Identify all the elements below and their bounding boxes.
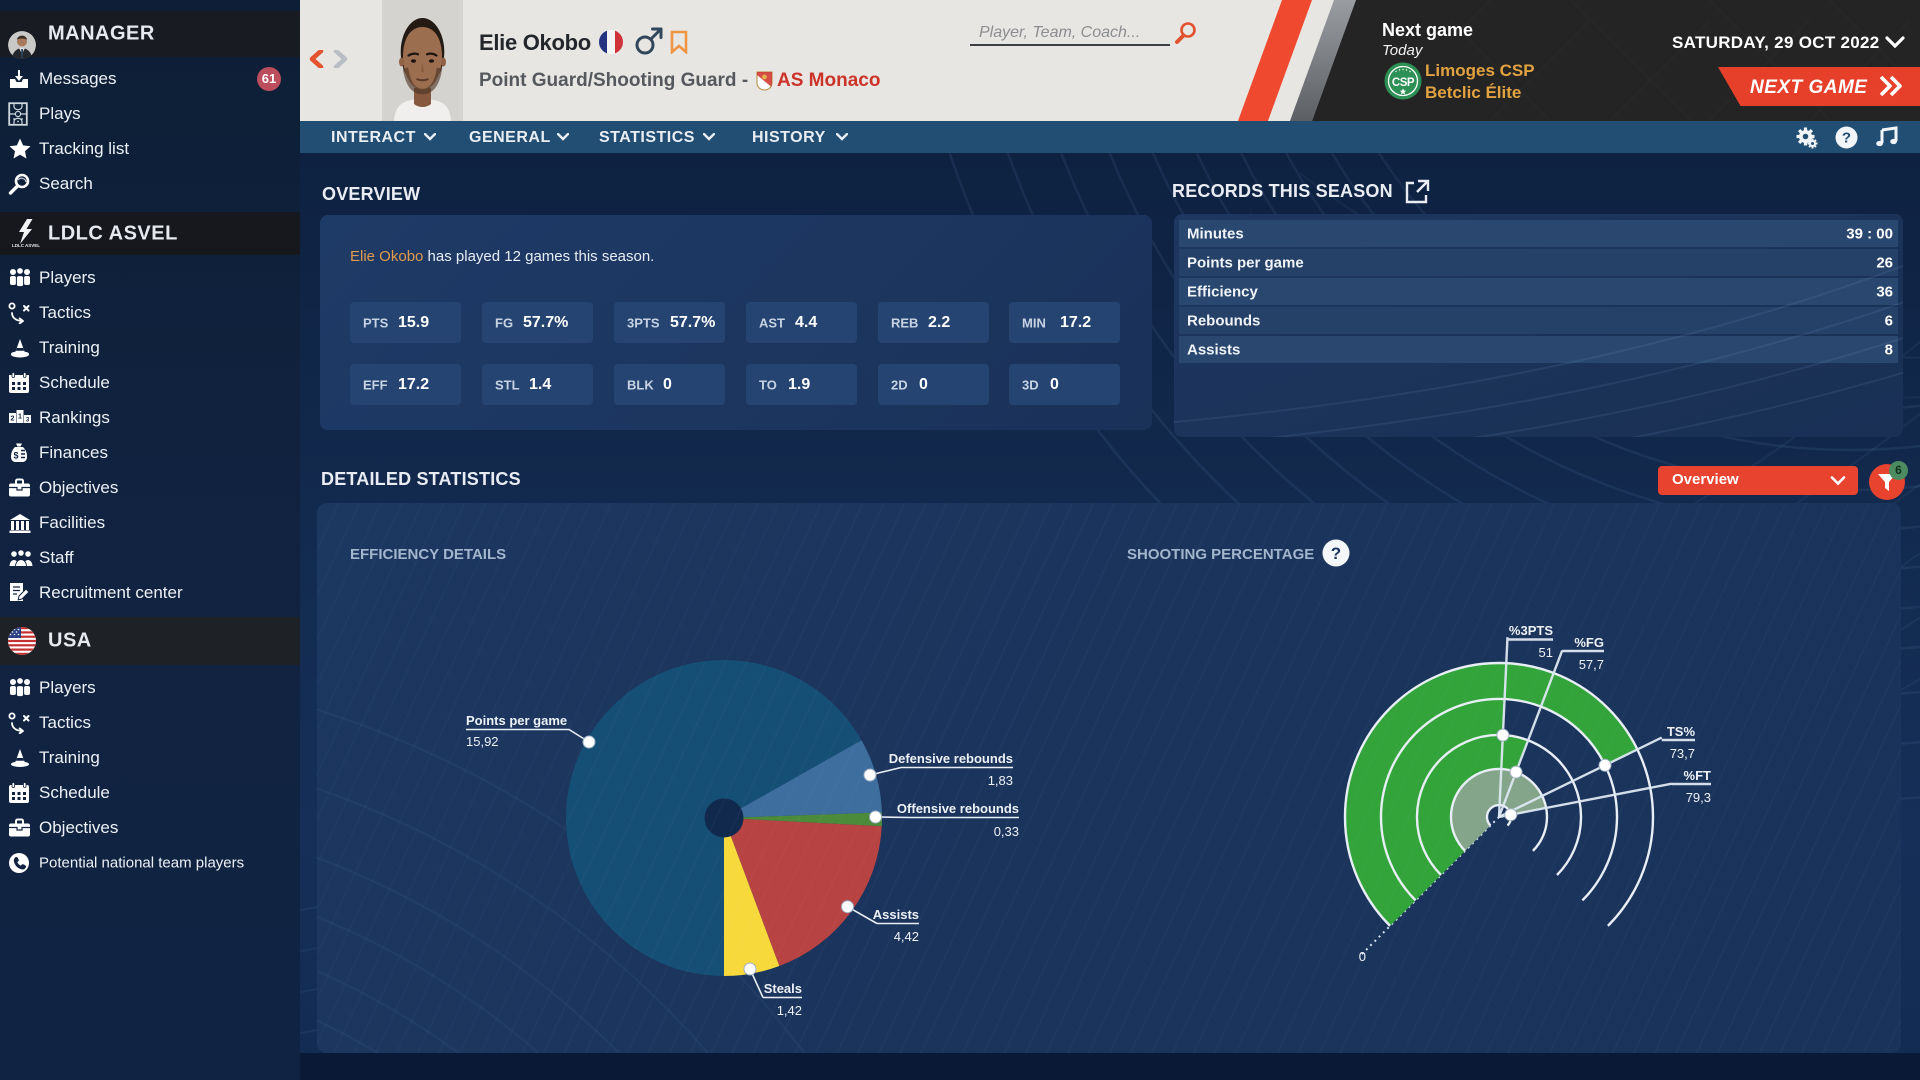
svg-text:CSP: CSP — [1392, 77, 1415, 89]
svg-text:2: 2 — [11, 415, 15, 422]
svg-text:$: $ — [13, 450, 18, 460]
svg-text:1: 1 — [18, 413, 22, 420]
svg-text:?: ? — [1842, 130, 1851, 147]
svg-text:3: 3 — [26, 417, 30, 423]
svg-text:LDLC ASVEL: LDLC ASVEL — [12, 243, 40, 248]
